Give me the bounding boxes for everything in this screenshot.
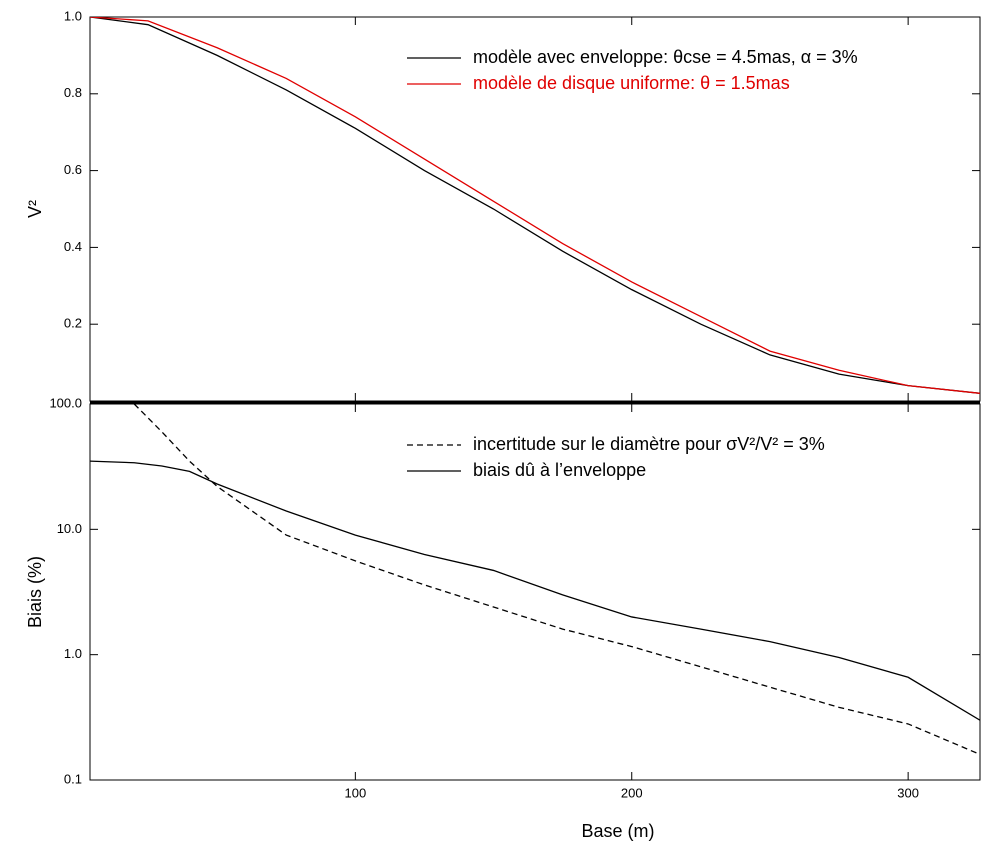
series-line — [90, 460, 980, 721]
x-axis-label: Base (m) — [581, 821, 654, 841]
series-line — [90, 17, 980, 394]
legend-label: incertitude sur le diamètre pour σV²/V² … — [473, 434, 825, 454]
x-tick-label: 300 — [897, 785, 919, 800]
y-axis-label: Biais (%) — [25, 556, 45, 628]
y-axis-label: V² — [25, 200, 45, 218]
legend-label: modèle avec enveloppe: θcse = 4.5mas, α … — [473, 47, 858, 67]
series-line — [90, 17, 980, 394]
y-tick-label: 0.8 — [64, 85, 82, 100]
y-tick-label: 0.2 — [64, 316, 82, 331]
y-tick-label: 1.0 — [64, 8, 82, 23]
x-tick-label: 100 — [344, 785, 366, 800]
y-tick-label: 1.0 — [64, 646, 82, 661]
y-tick-label: 100.0 — [49, 395, 82, 410]
y-tick-label: 0.6 — [64, 162, 82, 177]
y-tick-label: 10.0 — [57, 521, 82, 536]
y-tick-label: 0.1 — [64, 771, 82, 786]
legend-label: biais dû à l’enveloppe — [473, 460, 646, 480]
legend-label: modèle de disque uniforme: θ = 1.5mas — [473, 73, 790, 93]
x-tick-label: 200 — [621, 785, 643, 800]
y-tick-label: 0.4 — [64, 239, 82, 254]
series-line — [133, 404, 980, 756]
